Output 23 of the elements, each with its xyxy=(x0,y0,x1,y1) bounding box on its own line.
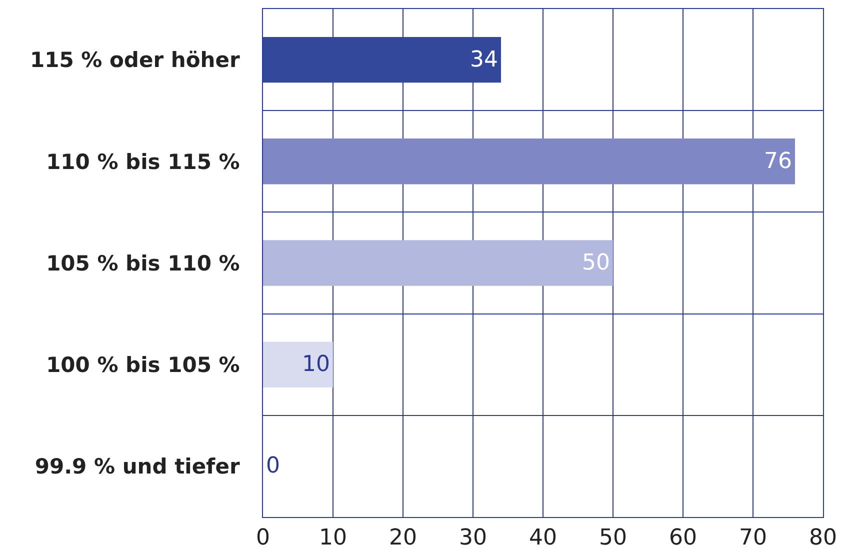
data-label: 0 xyxy=(266,454,280,479)
data-label: 34 xyxy=(470,47,498,72)
x-tick-label: 60 xyxy=(669,525,697,550)
x-tick-label: 80 xyxy=(809,525,837,550)
y-tick-label: 99.9 % und tiefer xyxy=(34,454,240,479)
x-tick-label: 10 xyxy=(319,525,347,550)
x-tick-label: 50 xyxy=(599,525,627,550)
x-tick-label: 70 xyxy=(739,525,767,550)
data-label: 10 xyxy=(302,352,330,378)
data-label: 76 xyxy=(764,148,792,174)
x-tick-label: 0 xyxy=(256,525,270,550)
data-label: 50 xyxy=(582,250,610,276)
bar xyxy=(263,36,501,83)
bar xyxy=(263,138,795,184)
y-tick-label: 115 % oder höher xyxy=(30,48,240,72)
y-tick-label: 100 % bis 105 % xyxy=(46,352,240,377)
x-tick-label: 20 xyxy=(389,525,417,550)
y-tick-label: 110 % bis 115 % xyxy=(46,150,240,174)
bar xyxy=(263,342,333,388)
x-tick-label: 30 xyxy=(459,525,487,550)
bar xyxy=(263,240,613,286)
x-tick-label: 40 xyxy=(529,525,557,550)
y-tick-label: 105 % bis 110 % xyxy=(46,251,240,276)
